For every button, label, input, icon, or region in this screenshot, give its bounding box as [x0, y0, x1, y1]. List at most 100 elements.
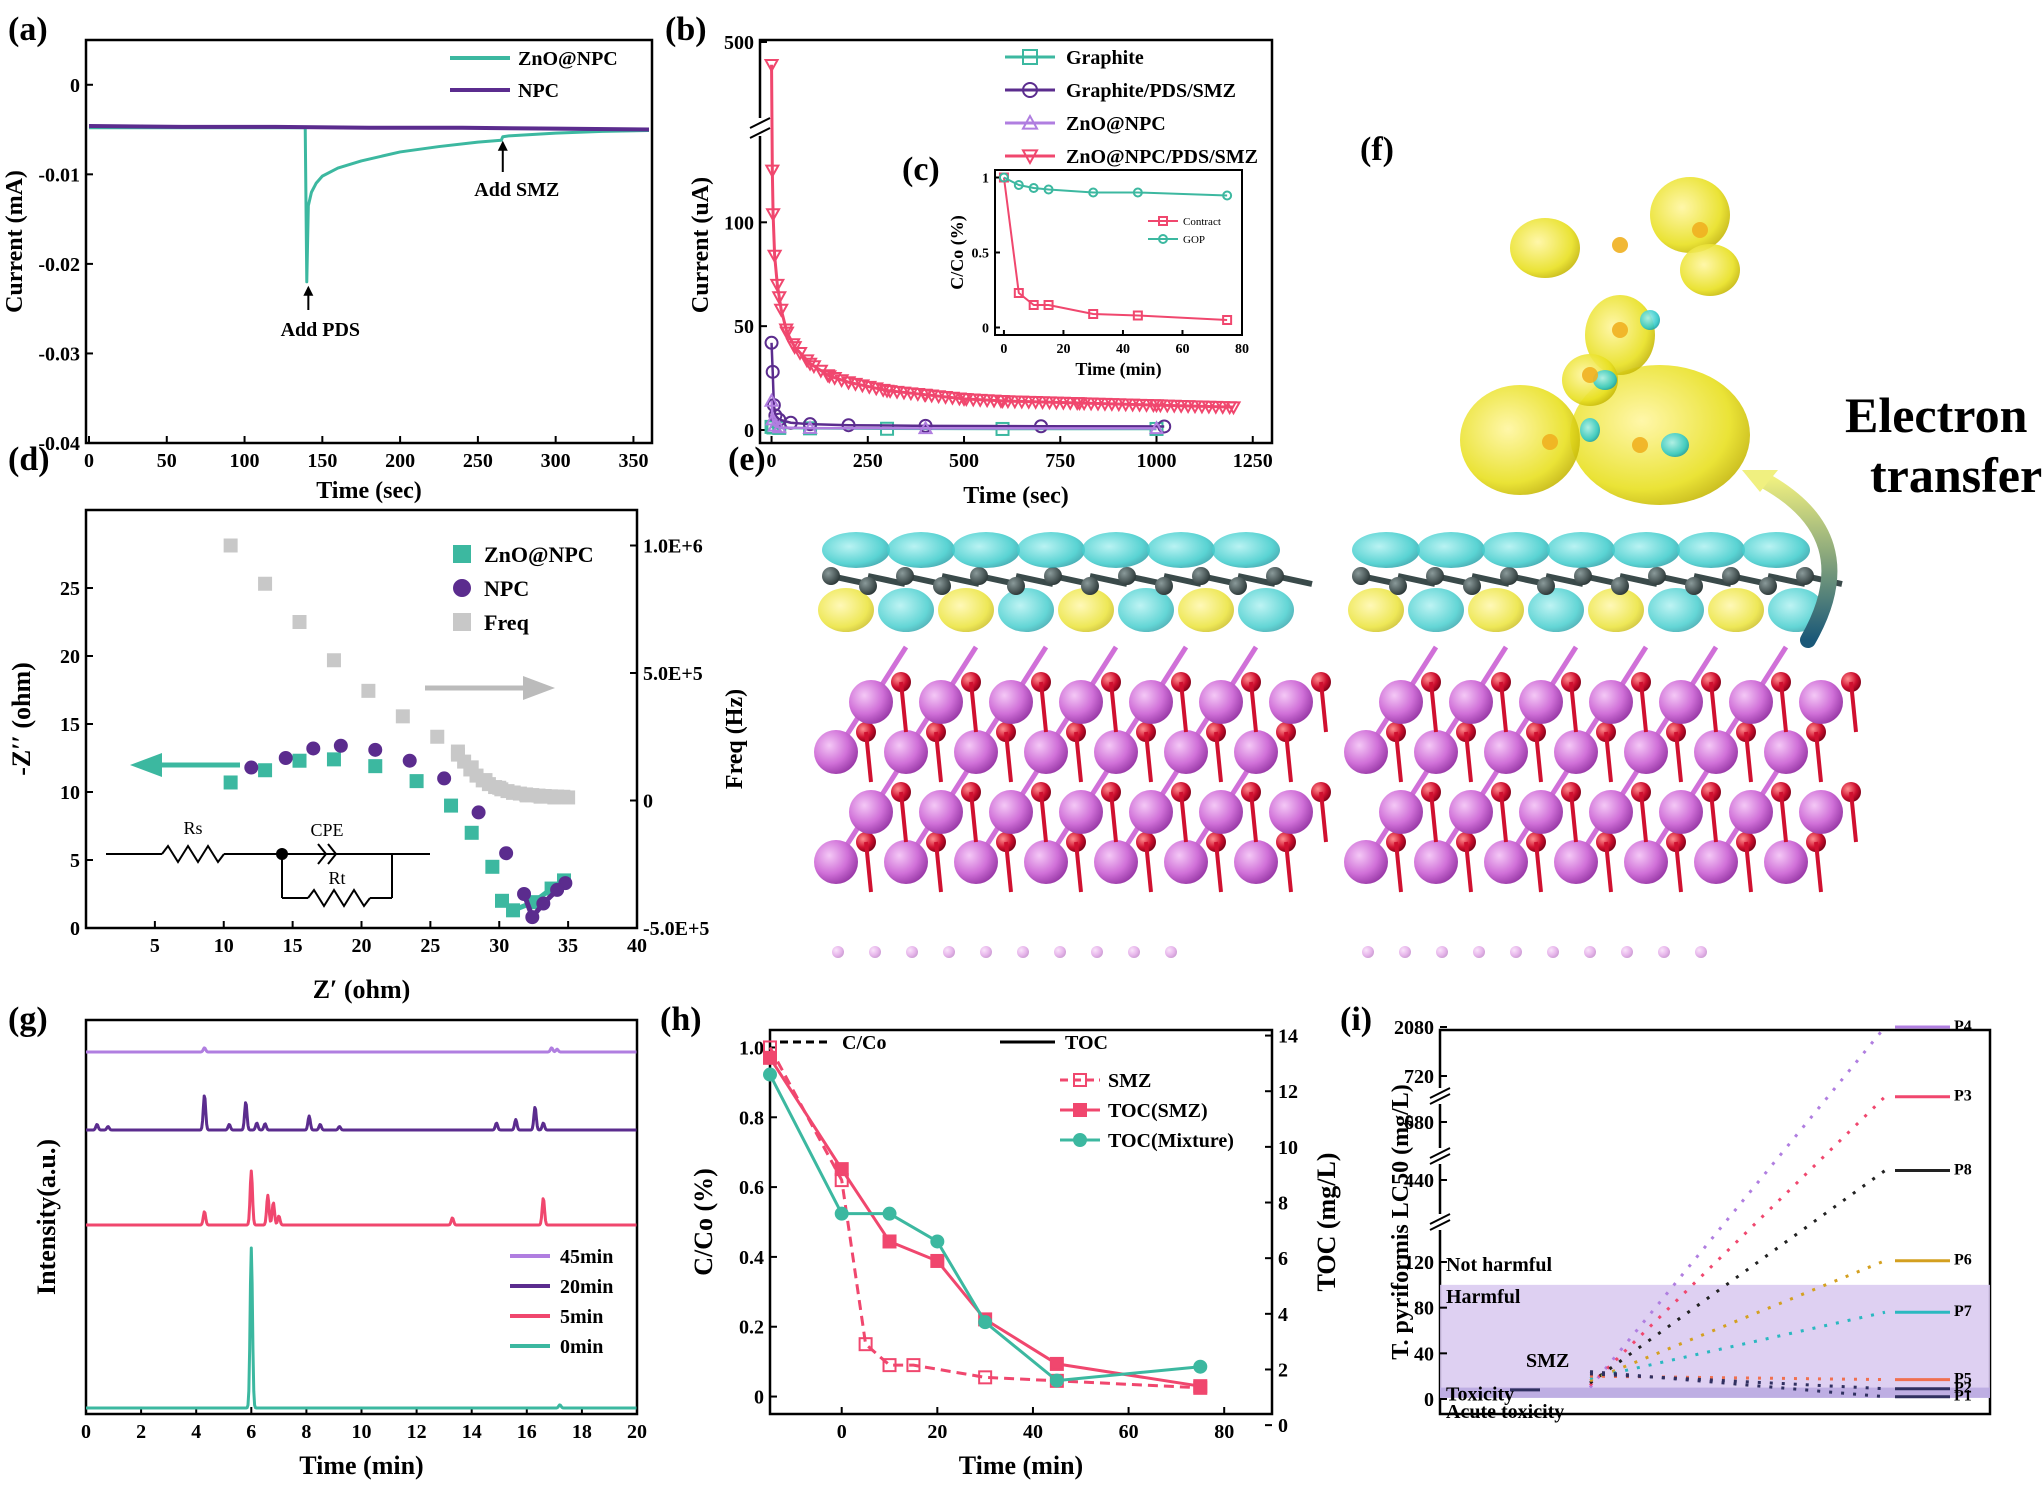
series-ZnO@NPC-point — [368, 759, 383, 774]
legend-label: ZnO@NPC — [1066, 113, 1166, 135]
c-atom — [970, 567, 988, 585]
legend-label: Graphite/PDS/SMZ — [1066, 80, 1236, 102]
y2-tick-label: -5.0E+5 — [643, 918, 709, 940]
panel-label-i: (i) — [1340, 1001, 1372, 1038]
chromatogram-20min — [85, 1094, 638, 1132]
series-SMZ-point — [882, 1358, 897, 1373]
plot-frame — [758, 38, 1274, 445]
c-c-bond — [1619, 573, 1658, 587]
h-atom — [832, 946, 844, 958]
x-axis-label: Time (min) — [959, 1451, 1083, 1480]
charge-density-lobe — [1408, 588, 1464, 632]
zn-atom — [849, 680, 893, 724]
zn-atom — [884, 730, 928, 774]
series-Freq-point — [292, 615, 307, 629]
plot-frame — [768, 1028, 1274, 1416]
series-TOC(Mixture)-point — [1049, 1373, 1064, 1388]
y-tick-label: 0 — [1424, 1389, 1434, 1411]
o-zn-bond — [1319, 791, 1328, 843]
y-tick-label: 0.6 — [739, 1177, 764, 1199]
panel-label-a: (a) — [8, 11, 48, 48]
legend-marker — [453, 545, 471, 563]
c-atom — [1266, 567, 1284, 585]
x-tick-label: 4 — [191, 1421, 201, 1443]
y-tick-label: 20 — [60, 646, 80, 668]
o-zn-bond — [1284, 841, 1293, 893]
o-zn-bond — [1004, 841, 1013, 893]
y-tick-label: 5 — [70, 850, 80, 872]
molecule-charge-lobe — [1650, 177, 1730, 253]
charge-density-lobe — [1612, 532, 1680, 568]
charge-density-structure-f — [1344, 177, 1861, 958]
h-atom — [980, 946, 992, 958]
molecule-charge-lobe — [1570, 365, 1750, 505]
legend-marker — [1022, 82, 1038, 98]
o-zn-bond — [1249, 791, 1258, 843]
toxicity-zone — [1440, 1387, 1990, 1398]
zn-atom — [1024, 840, 1068, 884]
plot-frame — [84, 508, 639, 930]
series-ZnO@NPC/PDS/SMZ-point — [765, 208, 781, 223]
x-tick-label: 16 — [517, 1421, 537, 1443]
y-tick-label: 40 — [1414, 1343, 1434, 1365]
series-NPC-point — [278, 751, 293, 765]
x-tick-label: 200 — [385, 450, 415, 472]
charge-density-lobe — [938, 588, 994, 632]
zn-atom — [1344, 730, 1388, 774]
series-Freq-point — [395, 709, 410, 724]
c-atom — [1685, 577, 1703, 595]
y-tick-label: 500 — [724, 32, 754, 54]
x-tick-label: 50 — [157, 450, 177, 472]
series-NPC-fit — [521, 881, 567, 920]
charge-density-lobe — [1147, 532, 1215, 568]
series-TOC(Mixture)-point — [834, 1206, 849, 1221]
level-label: P2 — [1954, 1380, 1972, 1397]
panel-label-c: (c) — [902, 151, 940, 188]
h-atom — [1399, 946, 1411, 958]
zn-atom — [1199, 680, 1243, 724]
molecule-charge-lobe — [1460, 385, 1580, 495]
c-c-bond — [1767, 573, 1806, 587]
x-tick-label: 500 — [949, 450, 979, 472]
c-c-bond — [1015, 573, 1054, 587]
o-zn-bond — [1429, 681, 1438, 733]
y-tick-label: 0.2 — [739, 1317, 764, 1339]
c-atom — [1722, 567, 1740, 585]
electron-transfer-arrow — [1752, 470, 1838, 648]
annotation-label: Add SMZ — [474, 179, 559, 201]
o-zn-bond — [1429, 791, 1438, 843]
annotation-label: Add PDS — [281, 319, 360, 341]
charge-density-lobe — [1528, 588, 1584, 632]
zone-label: Not harmful — [1446, 1254, 1553, 1276]
zn-atom — [1799, 790, 1843, 834]
legend-label: 45min — [560, 1246, 613, 1268]
y-tick-label: 25 — [60, 578, 80, 600]
series-TOC(Mixture)-point — [1193, 1359, 1208, 1374]
chromatogram-45min — [85, 1046, 638, 1054]
o-zn-bond — [1039, 791, 1048, 843]
y-axis-label: Current (mA) — [2, 170, 28, 313]
zn-atom — [1729, 790, 1773, 834]
level-trend-P3 — [1588, 1095, 1887, 1387]
zn-atom — [1234, 840, 1278, 884]
zn-atom — [1694, 840, 1738, 884]
c-atom — [1192, 567, 1210, 585]
axis-break — [749, 127, 771, 139]
charge-density-lobe — [1212, 532, 1280, 568]
c-atom — [1759, 577, 1777, 595]
x-tick-label: 5 — [150, 935, 160, 957]
y-tick-label: 0.8 — [739, 1107, 764, 1129]
series-trail-point — [771, 291, 787, 306]
charge-density-lobe — [822, 532, 890, 568]
molecule-charge-lobe — [1580, 418, 1600, 442]
zn-atom — [1094, 840, 1138, 884]
circuit-label-rs: Rs — [183, 818, 202, 838]
c-c-bond — [941, 573, 980, 587]
level-trend-P6 — [1589, 1259, 1886, 1383]
o-zn-bond — [1849, 791, 1858, 843]
chart-i: 0 40 80 120 440 680 720 2080 T. pyriformis LC50 … — [1388, 1017, 1992, 1423]
c-atom — [1574, 567, 1592, 585]
charge-density-lobe — [1017, 532, 1085, 568]
y-tick-label: 0 — [70, 918, 80, 940]
y-tick-label: 10 — [60, 782, 80, 804]
